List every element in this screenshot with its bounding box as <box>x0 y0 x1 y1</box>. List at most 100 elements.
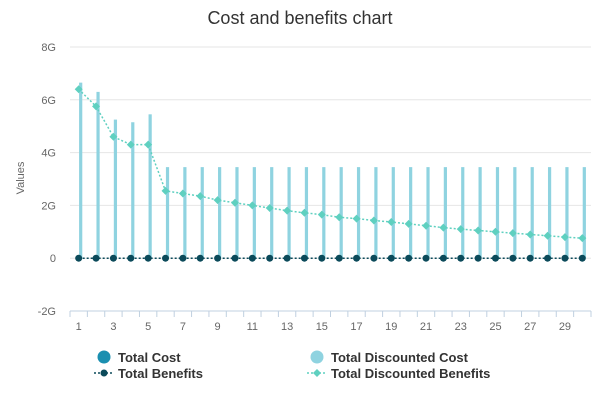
x-tick-label: 5 <box>145 321 151 333</box>
bar[interactable] <box>339 167 343 259</box>
bar[interactable] <box>96 91 100 259</box>
data-point[interactable] <box>213 196 222 205</box>
legend-label: Total Discounted Cost <box>331 350 469 365</box>
data-point[interactable] <box>248 254 256 262</box>
bar[interactable] <box>235 167 239 259</box>
data-point[interactable] <box>526 254 534 262</box>
data-point[interactable] <box>92 254 100 262</box>
data-point[interactable] <box>196 192 205 201</box>
data-point[interactable] <box>508 229 517 238</box>
bar[interactable] <box>443 167 447 259</box>
data-point[interactable] <box>405 254 413 262</box>
data-point[interactable] <box>509 254 517 262</box>
data-point[interactable] <box>369 216 378 225</box>
data-point[interactable] <box>474 226 483 235</box>
data-point[interactable] <box>578 234 587 243</box>
x-tick-label: 13 <box>281 321 293 333</box>
data-point[interactable] <box>144 254 152 262</box>
legend-label: Total Cost <box>118 350 181 365</box>
data-point[interactable] <box>92 102 101 111</box>
data-point[interactable] <box>457 254 465 262</box>
bar[interactable] <box>478 167 482 259</box>
bar[interactable] <box>495 167 500 259</box>
data-point[interactable] <box>300 208 309 217</box>
data-point[interactable] <box>544 254 552 262</box>
data-point[interactable] <box>561 254 569 262</box>
data-point[interactable] <box>318 254 326 262</box>
legend-item-1[interactable]: Total Discounted Cost <box>310 350 469 365</box>
bar[interactable] <box>426 167 430 259</box>
data-point[interactable] <box>439 223 448 232</box>
data-point[interactable] <box>196 254 204 262</box>
data-point[interactable] <box>439 254 447 262</box>
data-point[interactable] <box>214 254 222 262</box>
data-point[interactable] <box>74 85 83 94</box>
data-point[interactable] <box>317 210 326 219</box>
bar[interactable] <box>79 82 83 259</box>
bar[interactable] <box>547 167 552 259</box>
data-point[interactable] <box>526 230 535 239</box>
data-point[interactable] <box>491 254 499 262</box>
data-point[interactable] <box>353 254 361 262</box>
bar[interactable] <box>270 167 274 259</box>
legend-item-3[interactable]: Total Discounted Benefits <box>307 366 490 381</box>
data-point[interactable] <box>231 254 239 262</box>
x-tick-label: 3 <box>110 321 116 333</box>
data-point[interactable] <box>422 254 430 262</box>
x-tick-label: 15 <box>316 321 328 333</box>
data-point[interactable] <box>127 254 135 262</box>
data-point[interactable] <box>179 254 187 262</box>
data-point[interactable] <box>178 189 187 198</box>
bar[interactable] <box>391 167 395 259</box>
data-point[interactable] <box>387 218 396 227</box>
data-point[interactable] <box>352 214 361 223</box>
bar[interactable] <box>582 167 586 259</box>
data-point[interactable] <box>75 254 83 262</box>
bar[interactable] <box>409 167 413 259</box>
data-point[interactable] <box>265 204 274 213</box>
data-point[interactable] <box>266 254 274 262</box>
bar[interactable] <box>374 167 378 259</box>
legend-item-0[interactable]: Total Cost <box>97 350 182 365</box>
bar[interactable] <box>252 167 256 259</box>
data-point[interactable] <box>109 132 118 141</box>
legend: Total Cost Total Discounted Cost Total Ben… <box>94 350 490 381</box>
bar[interactable] <box>530 167 534 259</box>
data-point[interactable] <box>300 254 308 262</box>
data-point[interactable] <box>162 254 170 262</box>
line-series-1 <box>74 85 587 243</box>
data-point[interactable] <box>335 254 343 262</box>
bar[interactable] <box>148 114 152 259</box>
data-point[interactable] <box>283 206 292 215</box>
x-tick-label: 7 <box>180 321 186 333</box>
data-point[interactable] <box>474 254 482 262</box>
data-point[interactable] <box>161 186 170 195</box>
bar[interactable] <box>513 167 517 259</box>
data-point[interactable] <box>491 227 500 236</box>
data-point[interactable] <box>387 254 395 262</box>
bar[interactable] <box>461 167 465 259</box>
bar[interactable] <box>165 167 170 259</box>
data-point[interactable] <box>422 221 431 230</box>
data-point[interactable] <box>144 140 153 149</box>
bar[interactable] <box>565 167 569 259</box>
bar[interactable] <box>113 119 118 259</box>
data-point[interactable] <box>335 213 344 222</box>
data-point[interactable] <box>404 219 413 228</box>
data-point[interactable] <box>126 140 135 149</box>
bar[interactable] <box>131 122 135 259</box>
bar[interactable] <box>356 167 361 259</box>
data-point[interactable] <box>283 254 291 262</box>
data-point[interactable] <box>370 254 378 262</box>
data-point[interactable] <box>248 201 257 210</box>
data-point[interactable] <box>456 225 465 234</box>
data-point[interactable] <box>578 254 586 262</box>
data-point[interactable] <box>543 231 552 240</box>
bar[interactable] <box>200 167 204 259</box>
bar[interactable] <box>218 167 222 259</box>
legend-item-2[interactable]: Total Benefits <box>94 366 203 381</box>
data-point[interactable] <box>560 233 569 242</box>
data-point[interactable] <box>109 254 117 262</box>
bar[interactable] <box>183 167 187 259</box>
data-point[interactable] <box>230 198 239 207</box>
